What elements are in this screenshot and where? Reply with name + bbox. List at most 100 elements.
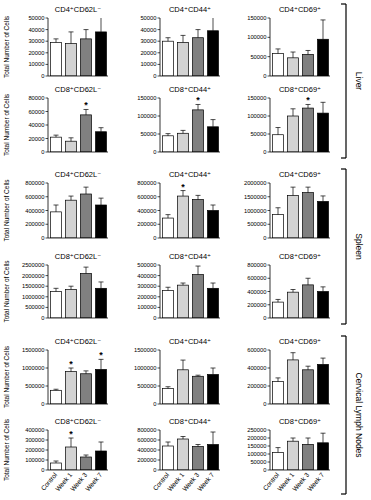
y-tick-label: 0 [41, 73, 44, 79]
error-bar [291, 353, 296, 360]
y-tick-label: 0 [41, 149, 44, 155]
error-line [101, 128, 102, 132]
y-tick-label: 10000 [28, 61, 44, 67]
error-line [71, 438, 72, 447]
error-cap [306, 366, 311, 367]
error-cap [306, 50, 311, 51]
y-tick-label: 300000 [137, 283, 156, 289]
y-tick-label: 10000 [140, 61, 156, 67]
panel-title: CD8⁺CD62L⁻ [55, 417, 101, 426]
y-axis [160, 350, 161, 404]
error-cap [69, 286, 74, 287]
y-tick [268, 152, 271, 153]
y-tick [158, 183, 161, 184]
error-line [213, 18, 214, 31]
y-tick [158, 41, 161, 42]
marks [273, 433, 329, 470]
x-axis [48, 152, 108, 153]
y-tick-label: 30000 [140, 38, 156, 44]
panel-title: CD4⁺CD62L⁻ [55, 337, 101, 346]
error-line [56, 205, 57, 212]
y-tick [46, 440, 49, 441]
significance-marker: * [306, 95, 310, 105]
x-axis [270, 470, 330, 471]
error-bar [276, 378, 281, 382]
y-tick [268, 404, 271, 405]
y-tick [268, 291, 271, 292]
y-tick-label: 800000 [137, 180, 156, 186]
panel-title: CD4⁺CD44⁺ [169, 337, 211, 346]
bar [318, 443, 329, 470]
y-tick-label: 0 [263, 73, 266, 79]
y-tick [46, 238, 49, 239]
error-line [86, 30, 87, 39]
y-tick-label: 250000 [247, 427, 266, 433]
x-axis [48, 404, 108, 405]
y-tick-label: 1000000 [22, 365, 45, 371]
error-line [278, 378, 279, 382]
marks [273, 102, 329, 152]
error-line [168, 215, 169, 218]
error-bar [54, 288, 59, 291]
error-cap [166, 442, 171, 443]
y-tick-label: 600000 [247, 347, 266, 353]
y-tick-label: 50000 [250, 131, 266, 137]
y-tick [158, 318, 161, 319]
bar [288, 292, 299, 318]
error-bar [99, 442, 104, 451]
error-bar [166, 387, 171, 389]
y-tick [268, 183, 271, 184]
error-cap [196, 375, 201, 376]
y-tick [158, 224, 161, 225]
error-cap [276, 299, 281, 300]
error-line [168, 38, 169, 41]
error-bar [181, 130, 186, 133]
significance-marker: * [69, 359, 73, 369]
y-tick [46, 430, 49, 431]
y-tick [46, 29, 49, 30]
bar [66, 200, 77, 238]
y-tick [158, 350, 161, 351]
error-bar [166, 134, 171, 136]
y-tick-label: 50000 [28, 15, 44, 21]
y-tick [158, 210, 161, 211]
error-bar [306, 366, 311, 370]
marks [163, 18, 219, 76]
error-line [278, 208, 279, 215]
error-bar [84, 187, 89, 194]
marks [163, 432, 219, 470]
y-axis-label: Total Number of Cells [3, 418, 10, 481]
bar [303, 444, 314, 470]
section-bracket [345, 336, 346, 494]
y-tick-label: 0 [153, 149, 156, 155]
bar [303, 108, 314, 152]
bar [51, 137, 62, 152]
error-line [323, 196, 324, 202]
bar [288, 116, 299, 152]
y-tick-label: 600000 [25, 194, 44, 200]
y-tick [158, 265, 161, 266]
y-tick-label: 1500000 [22, 347, 45, 353]
error-line [308, 366, 309, 370]
bar [208, 127, 219, 152]
error-bar [276, 128, 281, 135]
section: Liver [341, 4, 364, 158]
y-tick-label: 150000 [247, 15, 266, 21]
bar [208, 374, 219, 404]
x-axis [270, 152, 330, 153]
error-line [213, 432, 214, 445]
panel: CD8⁺CD69⁺050000100000150000* [247, 85, 330, 155]
error-line [213, 120, 214, 127]
x-axis [160, 238, 220, 239]
error-bar [99, 359, 104, 369]
y-tick-label: 500000 [25, 383, 44, 389]
section-bracket-end [341, 493, 346, 494]
error-cap [69, 137, 74, 138]
error-bar [291, 52, 296, 58]
y-tick [158, 196, 161, 197]
error-line [308, 438, 309, 444]
error-bar [196, 30, 201, 38]
y-tick [158, 470, 161, 471]
marks [273, 278, 329, 318]
error-line [213, 368, 214, 374]
